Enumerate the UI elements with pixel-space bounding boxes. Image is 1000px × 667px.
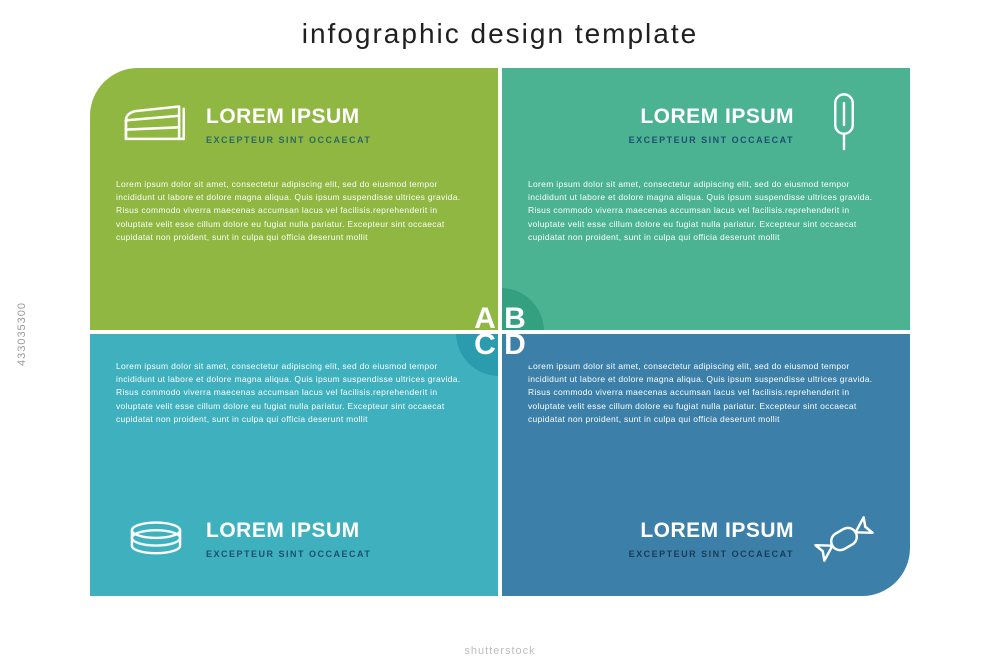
panel-d-subtitle: EXCEPTEUR SINT OCCAECAT <box>528 549 794 559</box>
panel-c: Lorem ipsum dolor sit amet, consectetur … <box>90 334 498 596</box>
panel-b-header: LOREM IPSUM EXCEPTEUR SINT OCCAECAT <box>502 68 910 160</box>
panel-a-subtitle: EXCEPTEUR SINT OCCAECAT <box>206 135 472 145</box>
panel-d-title: LOREM IPSUM <box>528 519 794 543</box>
panel-c-letter: C <box>474 334 496 362</box>
page-title: infographic design template <box>0 18 1000 50</box>
watermark-brand: shutterstock <box>0 645 1000 657</box>
candy-icon <box>804 504 884 574</box>
panel-d-body: Lorem ipsum dolor sit amet, consectetur … <box>528 360 884 426</box>
panel-a: LOREM IPSUM EXCEPTEUR SINT OCCAECAT Lore… <box>90 68 498 330</box>
grid-row-2: Lorem ipsum dolor sit amet, consectetur … <box>90 334 910 596</box>
panel-c-body: Lorem ipsum dolor sit amet, consectetur … <box>116 360 472 426</box>
panel-a-body: Lorem ipsum dolor sit amet, consectetur … <box>116 178 472 330</box>
panel-grid: LOREM IPSUM EXCEPTEUR SINT OCCAECAT Lore… <box>90 68 910 596</box>
panel-a-title: LOREM IPSUM <box>206 105 472 129</box>
macaron-icon <box>116 504 196 574</box>
panel-b: LOREM IPSUM EXCEPTEUR SINT OCCAECAT Lore… <box>502 68 910 330</box>
panel-b-letter: B <box>504 302 526 330</box>
panel-d: Lorem ipsum dolor sit amet, consectetur … <box>502 334 910 596</box>
watermark-id: 433035300 <box>16 301 28 365</box>
panel-a-header: LOREM IPSUM EXCEPTEUR SINT OCCAECAT <box>90 68 498 160</box>
infographic-stage: infographic design template <box>0 0 1000 667</box>
panel-d-letter: D <box>504 334 526 362</box>
panel-d-header: LOREM IPSUM EXCEPTEUR SINT OCCAECAT <box>502 504 910 596</box>
panel-c-header: LOREM IPSUM EXCEPTEUR SINT OCCAECAT <box>90 504 498 596</box>
cake-slice-icon <box>116 90 196 160</box>
panel-b-subtitle: EXCEPTEUR SINT OCCAECAT <box>528 135 794 145</box>
panel-b-body: Lorem ipsum dolor sit amet, consectetur … <box>528 178 884 330</box>
panel-b-title: LOREM IPSUM <box>528 105 794 129</box>
grid-row-1: LOREM IPSUM EXCEPTEUR SINT OCCAECAT Lore… <box>90 68 910 330</box>
popsicle-icon <box>804 90 884 160</box>
panel-a-letter: A <box>474 302 496 330</box>
panel-c-title: LOREM IPSUM <box>206 519 472 543</box>
panel-c-subtitle: EXCEPTEUR SINT OCCAECAT <box>206 549 472 559</box>
